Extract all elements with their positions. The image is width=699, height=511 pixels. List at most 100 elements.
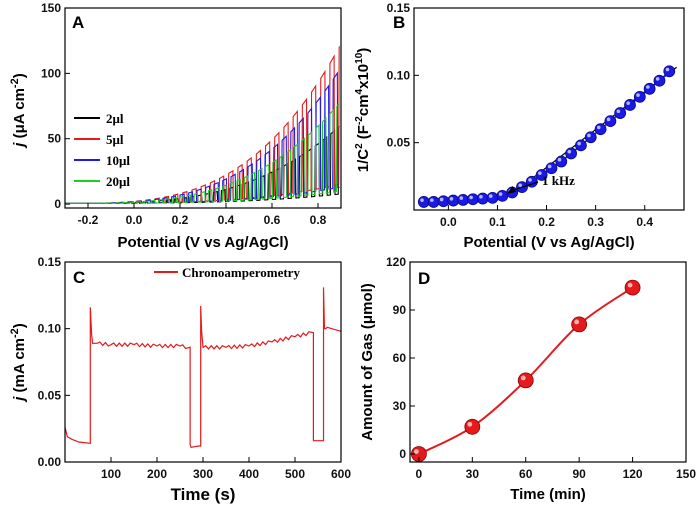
- panel-b-ylabel-b: (F: [355, 125, 372, 143]
- panel-a-legend: 2μl 5μl 10μl 20μl: [74, 111, 130, 189]
- panel-b-ylabel-sup1: 2: [354, 143, 365, 149]
- panel-b-point-highlight: [557, 157, 562, 162]
- panel-a-label: A: [72, 13, 84, 32]
- panel-a-xtick-label: 0.6: [264, 213, 281, 227]
- panel-b-ytick-label: 0.15: [387, 1, 411, 15]
- panel-a-frame: [64, 7, 342, 209]
- panel-d-ticks: 0 30 60 90 120 150 0 30 60 90 120: [386, 255, 696, 481]
- panel-c-xtick-label: 200: [147, 467, 167, 481]
- panel-d-point-highlight: [414, 449, 419, 454]
- panel-b-point-highlight: [449, 196, 454, 201]
- panel-b-point-highlight: [479, 194, 483, 199]
- panel-b-point-highlight: [636, 93, 640, 97]
- panel-b-point: [476, 192, 489, 205]
- series-curve-20ul: [65, 102, 341, 204]
- panel-b-point: [437, 195, 450, 208]
- panel-c-xtick-label: 400: [239, 467, 259, 481]
- panel-b-point-highlight: [596, 125, 601, 130]
- panel-b-point-highlight: [646, 85, 650, 89]
- panel-b-point: [663, 65, 676, 78]
- panel-b-point-highlight: [488, 194, 493, 198]
- panel-d-ytick-label: 0: [399, 447, 406, 461]
- panel-b-arrowhead: [507, 185, 517, 194]
- panel-d-ytick-label: 90: [393, 303, 407, 317]
- legend-label-20ul: 20μl: [106, 174, 130, 189]
- panel-b-point: [427, 196, 440, 208]
- panel-a-ytick-label: 100: [41, 66, 61, 80]
- panel-b-point: [584, 131, 597, 144]
- panel-c-ylabel-unit: (mA cm: [11, 338, 28, 397]
- panel-a-ylabel-sup: -2: [9, 78, 21, 88]
- panel-a-ylabel-j: j: [11, 142, 28, 149]
- panel-d-xtick-label: 90: [572, 467, 586, 481]
- panel-a-ytick-label: 0: [54, 197, 61, 211]
- legend-label-10ul: 10μl: [106, 153, 130, 168]
- panel-a-ylabel: j (μA cm-2): [9, 73, 28, 148]
- panel-b-xtick-label: 0.3: [587, 215, 604, 229]
- panel-c-ytick-label: 0.15: [38, 255, 62, 269]
- panel-d-ylabel: Amount of Gas (μmol): [359, 283, 376, 441]
- panel-b-point: [417, 196, 430, 208]
- panel-c-ylabel-close: ): [11, 323, 28, 328]
- panel-b-ylabel-sup3: 4: [354, 88, 365, 94]
- panel-d-point-highlight: [520, 375, 526, 381]
- panel-c-ylabel: j (mA cm-2): [9, 323, 28, 403]
- panel-a-curves: [65, 46, 341, 204]
- panel-b-point: [594, 123, 607, 136]
- panel-b-point: [486, 191, 499, 204]
- panel-d-point: [517, 372, 534, 389]
- panel-c-xlabel: Time (s): [171, 485, 236, 504]
- panel-b-point-highlight: [538, 171, 542, 175]
- panel-b-point: [565, 147, 577, 160]
- panel-c-xtick-label: 100: [101, 467, 121, 481]
- panel-b-point-highlight: [547, 164, 552, 169]
- panel-b-point: [575, 139, 587, 152]
- panel-d-point: [464, 418, 481, 435]
- panel-b-ytick-label: 0.10: [387, 68, 411, 82]
- panel-b-xlabel: Potential (V vs Ag/AgCl): [463, 234, 634, 251]
- panel-c-ticks: 100 200 300 400 500 600 0.00 0.05 0.10 0.15: [38, 255, 352, 481]
- panel-c-xtick-label: 300: [193, 467, 213, 481]
- panel-d-label: D: [418, 269, 430, 288]
- panel-a-xtick-label: 0.4: [218, 213, 235, 227]
- panel-b-xtick-label: 0.2: [538, 215, 555, 229]
- panel-b-xtick-label: 0.0: [440, 215, 457, 229]
- panel-d-point-highlight: [467, 421, 473, 427]
- panel-b-point-highlight: [616, 109, 621, 114]
- panel-b-xtick-label: 0.1: [489, 215, 506, 229]
- panel-c-ytick-label: 0.10: [38, 322, 62, 336]
- panel-b-point-highlight: [518, 183, 522, 188]
- panel-b-point: [467, 193, 479, 206]
- panel-b-point-highlight: [430, 198, 434, 202]
- panel-b-point: [447, 194, 460, 207]
- panel-c-series-curve: [64, 287, 342, 449]
- panel-c-ytick-label: 0.05: [38, 388, 62, 402]
- panel-b-point-highlight: [439, 197, 444, 202]
- panel-b-annotation: 1 kHz: [542, 173, 575, 188]
- panel-d: D 0 30 60 90 120 150 0 30 60 90 120 Time (min) Amo…: [359, 255, 696, 503]
- panel-b-point-highlight: [459, 196, 464, 200]
- legend-label-5ul: 5μl: [106, 132, 124, 147]
- panel-b-point-highlight: [420, 198, 424, 202]
- panel-b-xtick-label: 0.4: [636, 215, 653, 229]
- panel-b-point-highlight: [577, 141, 581, 146]
- panel-b-ticks: 0.0 0.1 0.2 0.3 0.4 0.05 0.10 0.15: [387, 1, 654, 229]
- panel-b-ylabel-e: ): [355, 48, 372, 53]
- panel-a-xtick-label: 0.2: [172, 213, 189, 227]
- panel-b-frame: [413, 7, 685, 211]
- panel-d-point-highlight: [627, 282, 633, 288]
- panel-b-ylabel-d: x10: [355, 64, 372, 89]
- panel-b-ylabel-sup2: -2: [354, 116, 365, 125]
- panel-b-point: [624, 99, 636, 111]
- panel-b-point: [614, 107, 627, 119]
- panel-d-point: [624, 279, 641, 296]
- panel-d-point-highlight: [574, 319, 580, 325]
- panel-d-ytick-label: 60: [393, 351, 407, 365]
- legend-label-chronoamperometry: Chronoamperometry: [182, 265, 300, 280]
- panel-d-series: [411, 279, 641, 462]
- panel-a-ylabel-close: ): [11, 73, 28, 78]
- panel-d-frame: [409, 261, 687, 463]
- panel-b-label: B: [393, 13, 405, 32]
- panel-a-xtick-label: 0.8: [310, 213, 327, 227]
- panel-b-annotation-arrow: [511, 181, 539, 192]
